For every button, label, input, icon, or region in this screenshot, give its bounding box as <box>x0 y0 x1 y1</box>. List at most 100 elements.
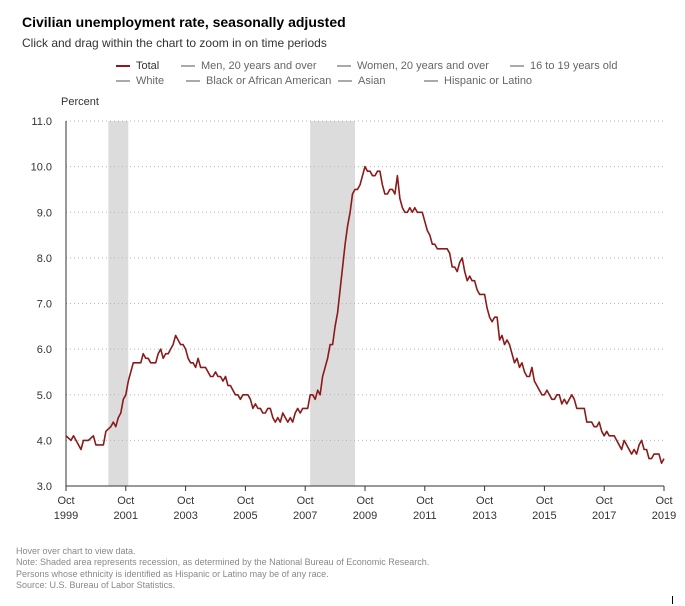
data-point <box>277 419 283 425</box>
legend-men-swatch <box>181 64 195 67</box>
data-point <box>459 255 465 261</box>
data-point <box>462 269 468 275</box>
x-tick-year: 2003 <box>173 510 197 522</box>
data-point <box>78 447 84 453</box>
data-point <box>397 196 403 202</box>
data-point <box>325 355 331 361</box>
y-axis-label: Percent <box>61 96 99 108</box>
legend-white-label: White <box>136 74 165 87</box>
data-point <box>529 364 535 370</box>
legend-16-19[interactable]: 16 to 19 years old <box>510 60 617 72</box>
source-note: Source: U.S. Bureau of Labor Statistics. <box>16 580 176 591</box>
x-tick-year: 1999 <box>54 510 78 522</box>
data-point <box>290 419 296 425</box>
chart-subtitle: Click and drag within the chart to zoom … <box>22 36 327 50</box>
y-tick-label: 5.0 <box>37 390 52 402</box>
x-tick-year: 2015 <box>532 510 556 522</box>
x-tick-month: Oct <box>297 495 314 507</box>
y-tick-label: 8.0 <box>37 253 52 265</box>
data-point <box>357 182 363 188</box>
chart-title: Civilian unemployment rate, seasonally a… <box>22 14 346 30</box>
x-tick-month: Oct <box>356 495 373 507</box>
chart-area[interactable]: 3.0 4.0 5.0 6.0 7.0 8.0 9.0 10.0 11.0 Oct 1999 Oct 2… <box>0 0 685 540</box>
legend-total[interactable]: Total <box>116 60 181 72</box>
data-point <box>128 369 134 375</box>
data-point <box>130 360 136 366</box>
legend-white-swatch <box>116 79 130 82</box>
x-tick-month: Oct <box>237 495 254 507</box>
y-tick-label: 6.0 <box>37 344 52 356</box>
legend-white[interactable]: White <box>116 75 186 87</box>
data-point <box>482 291 488 297</box>
recession-band-2 <box>310 121 356 486</box>
x-tick-month: Oct <box>536 495 553 507</box>
data-point <box>113 424 119 430</box>
legend-women-swatch <box>337 64 351 67</box>
legend-16-19-label: 16 to 19 years old <box>530 59 618 72</box>
x-tick-month: Oct <box>117 495 134 507</box>
y-tick-label: 4.0 <box>37 435 52 447</box>
legend-asian[interactable]: Asian <box>338 75 424 87</box>
data-point <box>634 451 640 457</box>
data-point <box>619 447 625 453</box>
series-line-total <box>65 165 665 464</box>
data-point <box>394 173 400 179</box>
data-point <box>138 360 144 366</box>
data-point <box>305 405 311 411</box>
legend-hispanic[interactable]: Hispanic or Latino <box>424 75 532 87</box>
data-point <box>454 269 460 275</box>
data-point <box>195 355 201 361</box>
ethnicity-note: Persons whose ethnicity is identified as… <box>16 568 329 579</box>
data-point <box>556 392 562 398</box>
legend-black[interactable]: Black or African American <box>186 75 338 87</box>
x-tick-year: 2009 <box>353 510 377 522</box>
legend-total-label: Total <box>136 59 160 72</box>
legend-black-swatch <box>186 79 200 82</box>
data-point <box>332 323 338 329</box>
data-point <box>422 218 428 224</box>
x-tick-month: Oct <box>655 495 672 507</box>
legend-hispanic-swatch <box>424 79 438 82</box>
data-point <box>342 241 348 247</box>
y-tick-label: 3.0 <box>37 481 52 493</box>
y-tick-label: 9.0 <box>37 207 52 219</box>
data-point <box>656 451 662 457</box>
y-tick-label: 7.0 <box>37 299 52 311</box>
x-tick-month: Oct <box>476 495 493 507</box>
data-point <box>447 250 453 256</box>
data-point <box>340 264 346 270</box>
resize-handle <box>672 596 673 604</box>
y-tick-label: 11.0 <box>31 116 52 128</box>
data-point <box>527 374 533 380</box>
legend-16-19-swatch <box>510 64 524 67</box>
data-point <box>335 310 341 316</box>
x-tick-month: Oct <box>596 495 613 507</box>
legend-men[interactable]: Men, 20 years and over <box>181 60 337 72</box>
data-point <box>125 378 131 384</box>
data-point <box>320 374 326 380</box>
data-point <box>514 355 520 361</box>
legend-women-label: Women, 20 years and over <box>357 59 489 72</box>
data-point <box>484 305 490 311</box>
data-point <box>345 223 351 229</box>
data-point <box>103 428 109 434</box>
data-point <box>100 442 106 448</box>
recession-note: Note: Shaded area represents recession, … <box>16 557 430 568</box>
data-point <box>644 447 650 453</box>
x-tick-month: Oct <box>177 495 194 507</box>
legend-asian-label: Asian <box>358 74 386 87</box>
legend-row-1: Total Men, 20 years and over Women, 20 y… <box>116 58 656 73</box>
data-point <box>596 419 602 425</box>
legend-women[interactable]: Women, 20 years and over <box>337 60 510 72</box>
data-point <box>317 392 323 398</box>
data-point <box>183 346 189 352</box>
legend-row-2: White Black or African American Asian Hi… <box>116 73 656 88</box>
legend-men-label: Men, 20 years and over <box>201 59 317 72</box>
data-point <box>419 209 425 215</box>
data-point <box>509 351 515 357</box>
data-point <box>330 342 336 348</box>
x-tick-year: 2017 <box>592 510 616 522</box>
data-point <box>85 437 91 443</box>
data-point <box>661 456 667 462</box>
data-point <box>494 314 500 320</box>
